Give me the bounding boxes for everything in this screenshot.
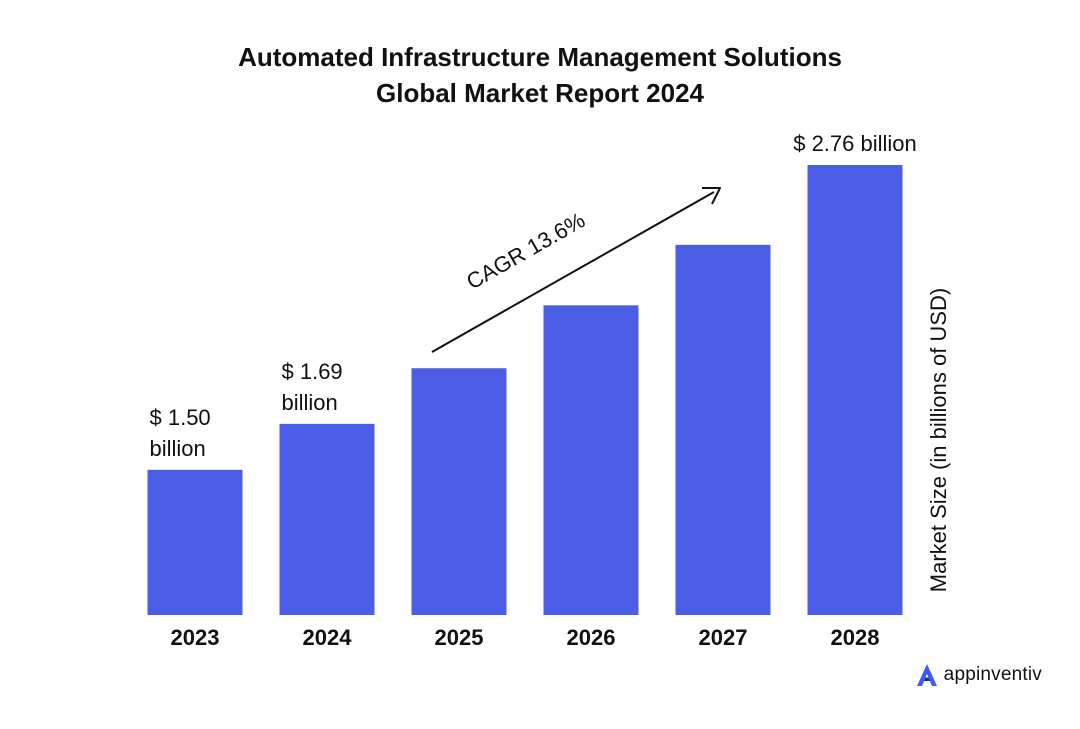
- bar-2027: [675, 244, 771, 615]
- x-tick-labels: 2023 2024 2025 2026 2027 2028: [171, 625, 880, 650]
- brand-logo: appinventiv: [916, 663, 1042, 687]
- x-tick-2023: 2023: [171, 625, 220, 650]
- cagr-arrow: [431, 191, 715, 353]
- cagr-arrow-head-icon: [702, 187, 721, 205]
- value-label-2023: $ 1.50: [150, 405, 211, 430]
- value-label-2024: billion: [282, 390, 338, 415]
- x-tick-2027: 2027: [699, 625, 748, 650]
- value-label-2028: $ 2.76 billion: [793, 131, 917, 156]
- bars: [147, 165, 903, 615]
- chart-title-line: Global Market Report 2024: [376, 78, 705, 108]
- chart-title: Automated Infrastructure Management Solu…: [238, 42, 842, 108]
- y-axis-label: Market Size (in billions of USD): [926, 288, 951, 592]
- bar-2028: [807, 165, 903, 615]
- bar-2023: [147, 469, 243, 615]
- brand-name: appinventiv: [943, 664, 1042, 685]
- bar-2024: [279, 423, 375, 615]
- chart-title-line: Automated Infrastructure Management Solu…: [238, 42, 842, 72]
- bar-2025: [411, 368, 507, 615]
- value-label-2023: billion: [150, 436, 206, 461]
- x-tick-2028: 2028: [831, 625, 880, 650]
- value-label-2024: $ 1.69: [282, 359, 343, 384]
- x-tick-2025: 2025: [435, 625, 484, 650]
- bar-2026: [543, 305, 639, 615]
- x-tick-2026: 2026: [567, 625, 616, 650]
- appinventiv-logo-icon: [916, 664, 937, 686]
- cagr-label: CAGR 13.6%: [462, 207, 589, 294]
- x-tick-2024: 2024: [303, 625, 353, 650]
- value-labels: $ 1.50 billion $ 1.69 billion $ 2.76 billion: [150, 131, 917, 461]
